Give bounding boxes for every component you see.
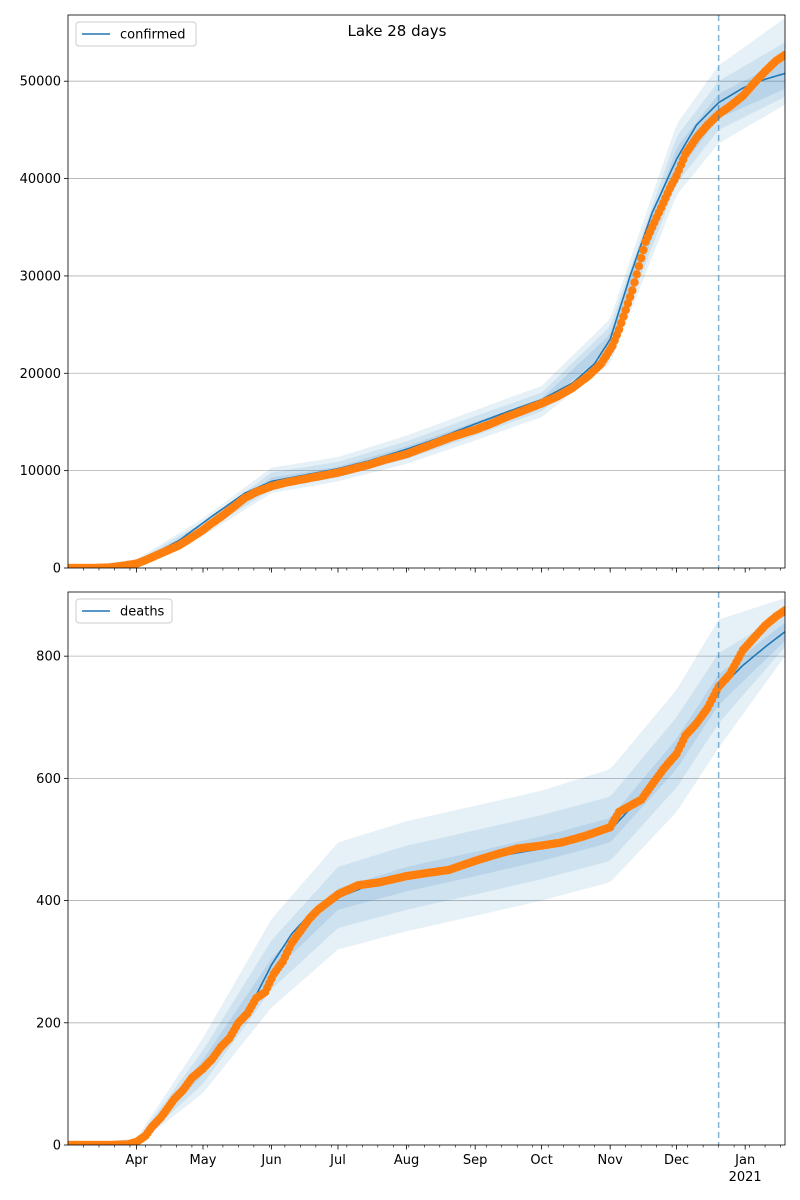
y-tick-label: 50000	[20, 75, 61, 90]
observed-point	[619, 312, 628, 321]
x-tick-label: Apr	[125, 1153, 148, 1168]
plot-area	[68, 15, 785, 568]
y-tick-label: 800	[36, 650, 61, 665]
y-tick-label: 20000	[20, 367, 61, 382]
observed-point	[780, 50, 785, 60]
x-tick-label: Jan	[734, 1153, 755, 1168]
observed-point	[623, 299, 633, 308]
chart-title: Lake 28 days	[348, 22, 447, 40]
y-tick-label: 10000	[20, 464, 61, 479]
axes-frame	[67, 14, 786, 569]
x-tick-label: Nov	[597, 1153, 623, 1168]
confidence-band-inner	[68, 59, 785, 568]
observed-point	[625, 292, 635, 302]
y-tick-label: 200	[36, 1016, 61, 1031]
observed-points	[68, 50, 785, 568]
observed-point	[634, 262, 644, 271]
x-year-label: 2021	[729, 1170, 762, 1185]
legend: deaths	[75, 598, 173, 624]
y-tick-label: 400	[36, 894, 61, 909]
legend-label: deaths	[120, 605, 165, 620]
y-tick-label: 30000	[20, 269, 61, 284]
x-tick-label: May	[190, 1153, 217, 1168]
confirmed-panel: 0 10000 20000 30000 40000 50000 confirmed	[20, 14, 786, 577]
y-tick-label: 0	[53, 562, 61, 577]
observed-point	[639, 245, 648, 255]
x-tick-label: Aug	[394, 1153, 419, 1168]
deaths-panel: 0 200 400 600 800 Apr May Jun Jul Aug Sep Oct Nov Dec…	[36, 591, 786, 1185]
legend: confirmed	[75, 21, 197, 47]
confidence-band-middle	[68, 42, 785, 568]
confidence-band-inner	[68, 622, 785, 1145]
plot-area	[68, 592, 785, 1145]
legend-box	[75, 21, 197, 47]
observed-point	[780, 606, 785, 615]
y-tick-label: 600	[36, 772, 61, 787]
observed-point	[637, 253, 646, 263]
observed-point	[628, 286, 637, 295]
observed-point	[632, 270, 641, 279]
axes-frame	[67, 591, 786, 1146]
x-tick-label: Jun	[260, 1153, 281, 1168]
legend-box	[75, 598, 173, 624]
y-tick-label: 40000	[20, 172, 61, 187]
observed-points	[68, 606, 785, 1145]
observed-point	[630, 278, 639, 287]
observed-point	[621, 305, 630, 315]
x-tick-label: Sep	[463, 1153, 488, 1168]
observed-point	[617, 318, 626, 328]
observed-point	[614, 325, 624, 334]
y-tick-label: 0	[53, 1139, 61, 1154]
x-tick-label: Dec	[664, 1153, 689, 1168]
legend-label: confirmed	[120, 28, 186, 43]
x-tick-label: Oct	[530, 1153, 552, 1168]
x-tick-label: Jul	[329, 1153, 346, 1168]
